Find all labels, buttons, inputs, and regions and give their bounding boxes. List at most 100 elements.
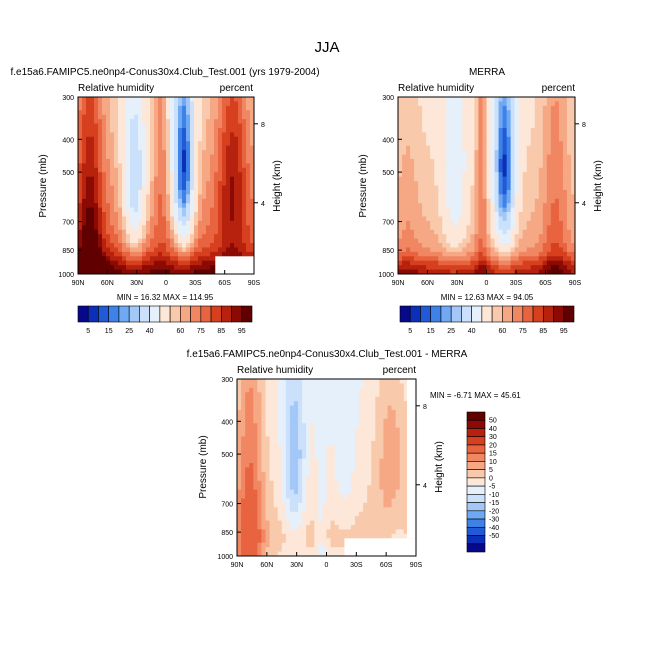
field-cell [388,445,392,450]
field-cell [162,221,166,226]
field-cell [210,265,214,270]
field-cell [507,221,511,226]
field-cell [511,168,515,173]
field-cell [438,128,442,133]
field-cell [214,119,218,124]
field-cell [158,212,162,217]
field-cell [462,177,466,182]
x-tick-label: 60S [218,280,231,287]
field-cell [202,150,206,155]
field-cell [94,230,98,235]
field-cell [226,194,230,199]
field-cell [265,432,269,437]
field-cell [388,406,392,411]
field-cell [122,225,126,230]
field-cell [206,225,210,230]
field-cell [422,225,426,230]
field-cell [523,110,527,115]
field-cell [222,110,226,115]
field-cell [371,437,375,442]
field-cell [98,221,102,226]
field-cell [410,225,414,230]
field-cell [491,256,495,261]
field-cell [98,261,102,266]
field-cell [359,503,363,508]
field-cell [178,212,182,217]
field-cell [450,172,454,177]
field-cell [94,190,98,195]
y-right-tick-label: 4 [582,201,586,208]
field-cell [351,485,355,490]
field-cell [286,481,290,486]
field-cell [294,401,298,406]
field-cell [559,208,563,213]
field-cell [286,379,290,384]
field-cell [454,265,458,270]
field-cell [343,445,347,450]
field-cell [367,472,371,477]
field-cell [162,190,166,195]
field-cell [253,507,257,512]
field-cell [363,383,367,388]
field-cell [474,239,478,244]
field-cell [210,159,214,164]
field-cell [442,128,446,133]
field-cell [310,450,314,455]
field-cell [174,115,178,120]
field-cell [539,137,543,142]
field-cell [122,128,126,133]
field-cell [178,119,182,124]
field-cell [359,406,363,411]
field-cell [375,450,379,455]
field-cell [158,208,162,213]
field-cell [118,243,122,248]
field-cell [414,106,418,111]
field-cell [241,379,245,384]
field-cell [414,159,418,164]
field-cell [298,512,302,517]
field-cell [142,163,146,168]
field-cell [466,194,470,199]
field-cell [442,212,446,217]
panel-obs-right-label: percent [542,83,576,94]
field-cell [146,234,150,239]
field-cell [383,410,387,415]
field-cell [474,128,478,133]
field-cell [523,177,527,182]
field-cell [214,97,218,102]
field-cell [347,414,351,419]
field-cell [359,379,363,384]
field-cell [454,172,458,177]
field-cell [286,445,290,450]
field-cell [539,212,543,217]
field-cell [495,159,499,164]
field-cell [210,137,214,142]
field-cell [134,212,138,217]
field-cell [194,216,198,221]
field-cell [355,459,359,464]
field-cell [154,186,158,191]
field-cell [482,137,486,142]
field-cell [282,428,286,433]
field-cell [410,252,414,257]
field-cell [402,168,406,173]
field-cell [210,212,214,217]
field-cell [94,194,98,199]
field-cell [170,243,174,248]
field-cell [474,172,478,177]
field-cell [206,137,210,142]
field-cell [426,177,430,182]
field-cell [339,494,343,499]
field-cell [322,498,326,503]
field-cell [150,146,154,151]
field-cell [495,124,499,129]
field-cell [422,163,426,168]
field-cell [339,490,343,495]
field-cell [474,230,478,235]
field-cell [426,181,430,186]
field-cell [539,163,543,168]
field-cell [166,190,170,195]
field-cell [146,190,150,195]
field-cell [499,252,503,257]
field-cell [322,406,326,411]
